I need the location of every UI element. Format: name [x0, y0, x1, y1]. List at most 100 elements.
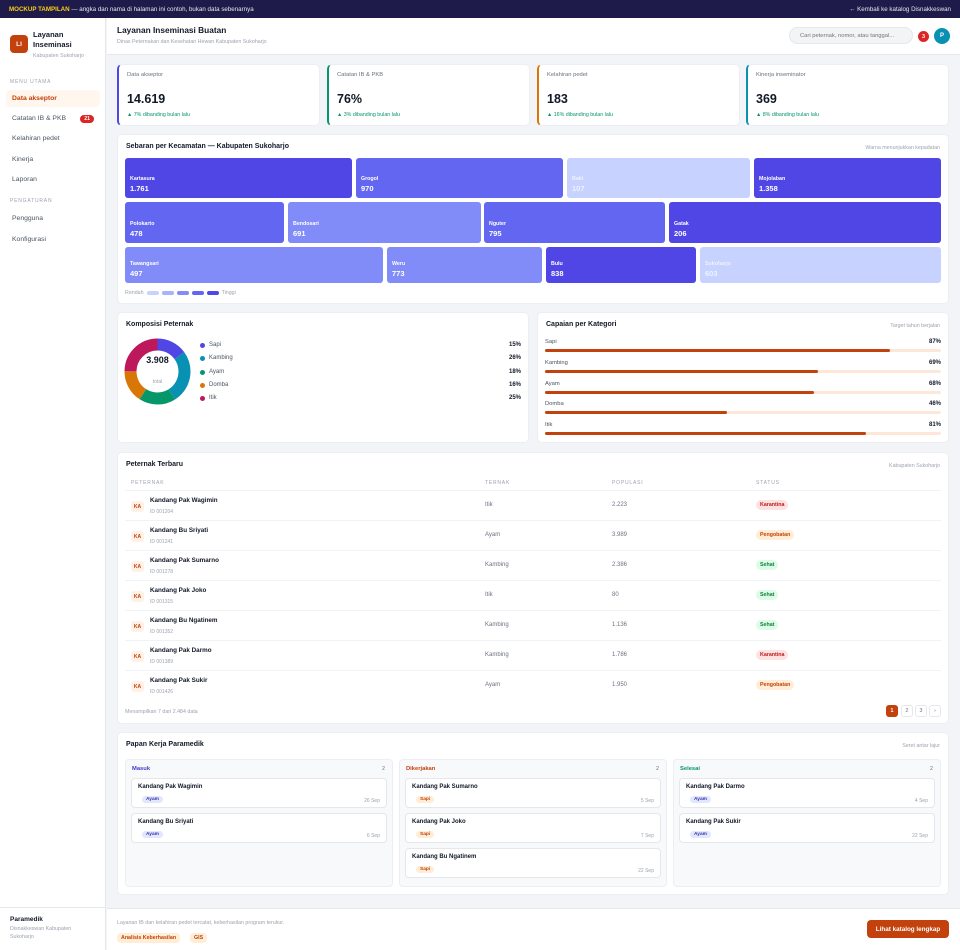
district-tile[interactable]: Kartasura 1.761 [125, 158, 352, 198]
table-row[interactable]: KA Kandang Pak Sumarno ID 001278 Kambing 2.3… [125, 550, 941, 580]
district-tile[interactable]: Tawangsari 497 [125, 247, 383, 283]
table-row[interactable]: KA Kandang Bu Sriyati ID 001241 Ayam 3.989 Pe… [125, 520, 941, 550]
kanban-column-dikerjakan: Dikerjakan 2 Kandang Pak Sumarno Sapi 5 Se… [399, 759, 667, 887]
kanban-task-card[interactable]: Kandang Bu Ngatinem Sapi 22 Sep [405, 848, 661, 878]
achievement-label: Sapi [545, 339, 557, 345]
kanban-task-card[interactable]: Kandang Pak Sumarno Sapi 5 Sep [405, 778, 661, 808]
kpi-card-kinerja[interactable]: Kinerja inseminator 369 ▲ 8% dibanding b… [746, 64, 949, 126]
population: 1.950 [612, 682, 628, 688]
legend-low-label: Rendah [125, 290, 144, 296]
kanban-column-selesai: Selesai 2 Kandang Pak Darmo Ayam 4 Sep Kan… [673, 759, 941, 887]
card-note: Seret antar lajur [902, 743, 940, 749]
kpi-label: Data akseptor [127, 72, 164, 78]
card-title: Sebaran per Kecamatan — Kabupaten Sukoha… [126, 143, 289, 150]
livestock-tag: Ayam [142, 796, 163, 803]
livestock-tag: Sapi [416, 831, 435, 838]
kanban-task-card[interactable]: Kandang Bu Sriyati Ayam 6 Sep [131, 813, 387, 843]
task-name: Kandang Pak Sukir [686, 819, 741, 825]
app-logo: LI [10, 35, 28, 53]
district-tile[interactable]: Weru 773 [387, 247, 542, 283]
composition-label: Itik [209, 395, 217, 401]
task-name: Kandang Pak Joko [412, 819, 466, 825]
district-tile[interactable]: Polokarto 478 [125, 202, 284, 243]
progress-fill [545, 411, 728, 414]
achievement-label: Itik [545, 422, 553, 428]
composition-item: Ayam 18% [200, 367, 521, 377]
kanban-task-card[interactable]: Kandang Pak Darmo Ayam 4 Sep [679, 778, 935, 808]
sidebar-item-pengguna[interactable]: Pengguna [6, 210, 100, 227]
table-row[interactable]: KA Kandang Pak Sukir ID 001426 Ayam 1.950 Pen… [125, 670, 941, 700]
kpi-card-catatan-ib[interactable]: Catatan IB & PKB 76% ▲ 3% dibanding bula… [327, 64, 530, 126]
livestock-tag: Ayam [142, 831, 163, 838]
district-tile[interactable]: Mojolaban 1.358 [754, 158, 941, 198]
sidebar-item-label: Catatan IB & PKB [12, 115, 67, 122]
district-tile[interactable]: Sukoharjo 603 [700, 247, 941, 283]
footer-tag[interactable]: Analisis Keberhasilan [117, 933, 181, 943]
district-tile[interactable]: Gatak 206 [669, 202, 941, 243]
next-page-button[interactable]: › [929, 705, 941, 717]
status-badge: Sehat [756, 620, 779, 630]
district-name: Nguter [489, 221, 507, 227]
avatar[interactable]: P [934, 28, 950, 44]
sidebar-item-kelahiran-pedet[interactable]: Kelahiran pedet [6, 130, 100, 147]
card-title: Papan Kerja Paramedik [126, 741, 204, 748]
sidebar-item-label: Data akseptor [12, 95, 57, 102]
progress-fill [545, 391, 815, 394]
farmer-name: Kandang Bu Ngatinem [150, 617, 218, 624]
table-row[interactable]: KA Kandang Pak Darmo ID 001389 Kambing 1.786… [125, 640, 941, 670]
district-tile[interactable]: Baki 107 [567, 158, 750, 198]
table-row[interactable]: KA Kandang Pak Wagimin ID 001204 Itik 2.223 K… [125, 490, 941, 520]
kpi-card-kelahiran[interactable]: Kelahiran pedet 183 ▲ 16% dibanding bula… [537, 64, 740, 126]
table-row[interactable]: KA Kandang Pak Joko ID 001315 Itik 80 Sehat [125, 580, 941, 610]
farmer-id: ID 001426 [150, 689, 174, 695]
sidebar-item-data-akseptor[interactable]: Data akseptor [6, 90, 100, 107]
district-value: 773 [392, 269, 405, 278]
legend-high-label: Tinggi [221, 290, 236, 296]
achievement-pct: 69% [928, 360, 941, 366]
sidebar-item-label: Kelahiran pedet [12, 135, 60, 142]
back-to-catalog-link[interactable]: ← Kembali ke katalog Disnakkeswan [849, 5, 951, 13]
task-date: 5 Sep [640, 798, 654, 804]
farmer-name: Kandang Pak Sukir [150, 677, 208, 684]
achievement-pct: 81% [928, 422, 941, 428]
kanban-task-card[interactable]: Kandang Pak Joko Sapi 7 Sep [405, 813, 661, 843]
table-row[interactable]: KA Kandang Bu Ngatinem ID 001352 Kambing 1.1… [125, 610, 941, 640]
page-button-3[interactable]: 3 [915, 705, 927, 717]
district-tile[interactable]: Bulu 838 [546, 247, 696, 283]
achievement-label: Ayam [545, 381, 560, 387]
kanban-task-card[interactable]: Kandang Pak Sukir Ayam 22 Sep [679, 813, 935, 843]
column-header: STATUS [756, 480, 780, 486]
banner-message: MOCKUP TAMPILAN — angka dan nama di hala… [9, 6, 254, 13]
footer-tag[interactable]: GIS [190, 933, 208, 943]
achievement-row: Itik 81% [545, 422, 941, 435]
search-input[interactable] [789, 27, 913, 44]
kanban-task-card[interactable]: Kandang Pak Wagimin Ayam 26 Sep [131, 778, 387, 808]
district-name: Baki [572, 176, 584, 182]
district-tile[interactable]: Nguter 795 [484, 202, 665, 243]
user-role: Paramedik [10, 916, 43, 923]
livestock-type: Ayam [485, 682, 501, 688]
composition-label: Ayam [209, 369, 225, 375]
page-header: Layanan Inseminasi Buatan Dinas Peternak… [107, 18, 960, 55]
district-tile[interactable]: Bendosari 691 [288, 202, 481, 243]
count-badge: 21 [80, 114, 94, 123]
task-date: 6 Sep [366, 833, 380, 839]
sidebar-item-catatan-ib[interactable]: Catatan IB & PKB 21 [6, 110, 100, 127]
composition-label: Domba [209, 382, 229, 388]
sidebar-item-laporan[interactable]: Laporan [6, 171, 100, 188]
notification-badge[interactable]: 3 [918, 31, 929, 42]
legend-swatch [161, 291, 174, 295]
sidebar-item-konfigurasi[interactable]: Konfigurasi [6, 231, 100, 248]
page-button-1[interactable]: 1 [886, 705, 898, 717]
view-catalog-button[interactable]: Lihat katalog lengkap [867, 920, 949, 938]
page-button-2[interactable]: 2 [901, 705, 913, 717]
progress-track [545, 349, 941, 352]
donut-segment [124, 338, 191, 405]
sidebar-item-kinerja[interactable]: Kinerja [6, 151, 100, 168]
population: 2.223 [612, 502, 628, 508]
livestock-type: Ayam [485, 532, 501, 538]
district-tile[interactable]: Grogol 970 [356, 158, 563, 198]
task-name: Kandang Bu Sriyati [138, 819, 194, 825]
column-header: TERNAK [485, 480, 511, 486]
kpi-card-akseptor[interactable]: Data akseptor 14.619 ▲ 7% dibanding bula… [117, 64, 320, 126]
